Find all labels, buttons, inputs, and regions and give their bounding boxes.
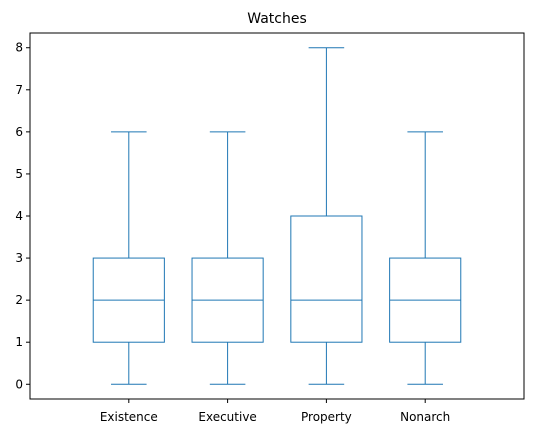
x-tick-label: Nonarch [400,410,450,424]
box-existence [92,131,165,385]
box-nonarch [389,131,462,385]
x-tick-label: Property [301,410,352,424]
y-tick-label: 1 [15,335,23,349]
iqr-box [290,215,363,343]
x-axis: Existence Executive Property Nonarch [100,399,450,424]
y-tick-label: 8 [15,41,23,55]
box-property [290,47,363,385]
y-tick-label: 6 [15,125,23,139]
plot-area-frame [29,32,525,400]
y-axis: 0 1 2 3 4 5 6 7 8 [15,41,30,391]
chart-title: Watches [247,11,307,27]
y-tick-label: 0 [15,377,23,391]
x-tick-label: Existence [100,410,158,424]
y-tick-label: 7 [15,83,23,97]
y-tick-label: 5 [15,167,23,181]
box-series [92,47,462,385]
y-tick-label: 3 [15,251,23,265]
y-tick-label: 4 [15,209,23,223]
box-executive [191,131,264,385]
y-tick-label: 2 [15,293,23,307]
x-tick-label: Executive [198,410,256,424]
